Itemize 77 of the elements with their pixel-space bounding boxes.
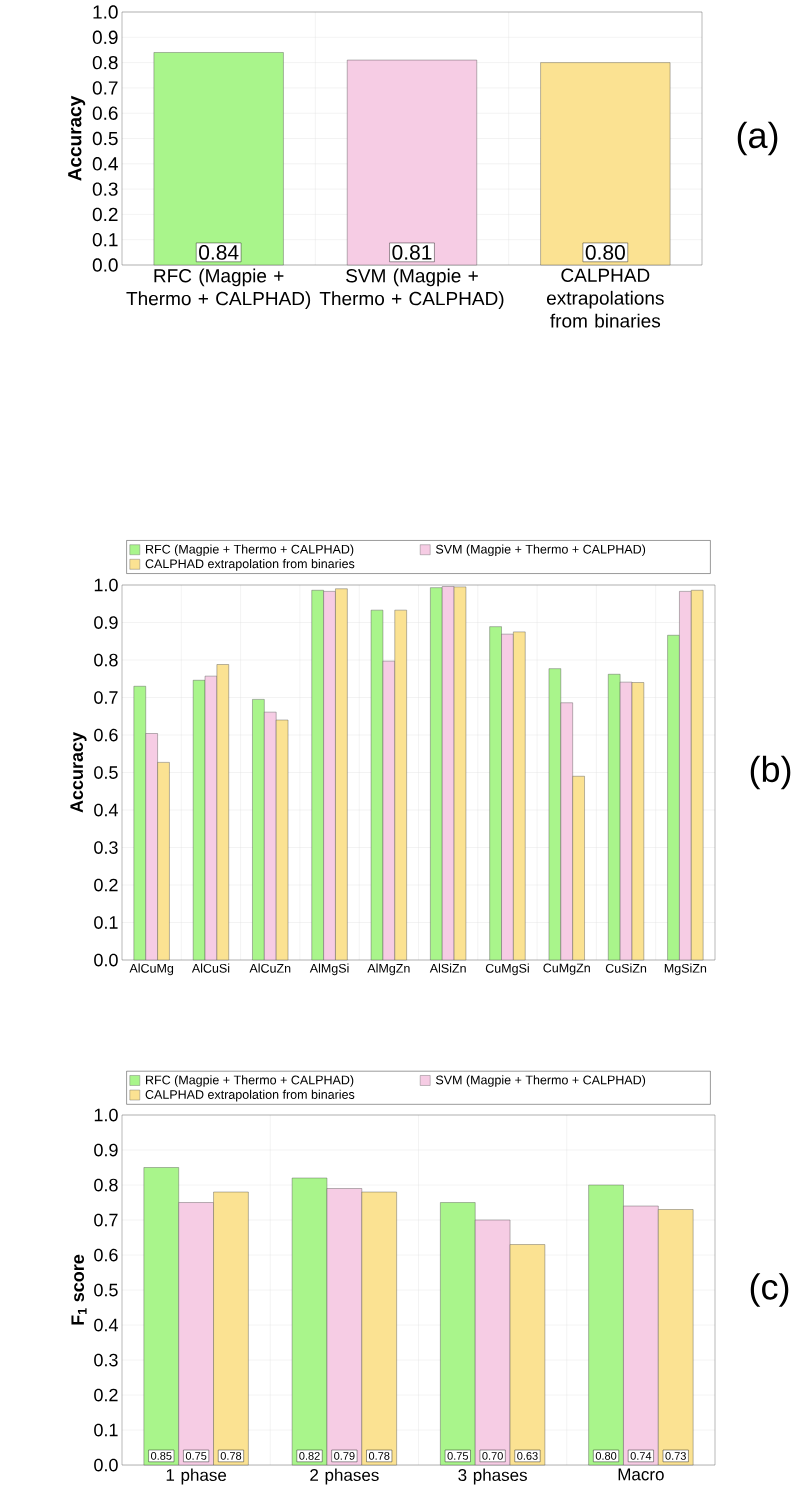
data-label: 0.70 [482, 1452, 503, 1460]
y-tick-label: 0.7 [94, 691, 118, 704]
data-label: 0.63 [517, 1452, 538, 1460]
y-tick-label: 0.0 [94, 953, 118, 967]
data-label: 0.74 [630, 1452, 652, 1460]
data-label: 0.81 [392, 244, 432, 260]
y-tick-label: 0.8 [94, 1178, 118, 1192]
x-tick-label: RFC (Magpie + Thermo + CALPHAD) [126, 268, 311, 310]
x-tick-label: SVM (Magpie + Thermo + CALPHAD) [319, 268, 504, 310]
y-tick-label: 0.0 [94, 1458, 118, 1472]
y-tick-label: 0.6 [94, 1248, 118, 1262]
y-tick-label: 0.1 [94, 916, 118, 929]
y-tick-label: 0.2 [94, 878, 118, 892]
x-tick-label: Macro [618, 1468, 664, 1481]
legend-label: CALPHAD extrapolation from binaries [145, 559, 355, 571]
x-tick-label: MgSiZn [664, 963, 707, 976]
y-tick-label: 0.6 [92, 106, 118, 120]
y-tick-label: 0.5 [94, 1283, 118, 1297]
y-tick-label: 0.2 [94, 1388, 118, 1402]
data-label: 0.82 [299, 1452, 320, 1460]
data-label: 0.85 [151, 1452, 172, 1460]
y-tick-label: 0.7 [94, 1213, 118, 1227]
legend-label: SVM (Magpie + Thermo + CALPHAD) [435, 544, 646, 557]
y-tick-label: 0.3 [92, 182, 118, 196]
data-label: 0.79 [334, 1452, 355, 1460]
x-tick-label: 1 phase [166, 1468, 227, 1485]
y-tick-label: 0.4 [92, 157, 118, 171]
y-tick-label: 0.3 [94, 1353, 118, 1367]
data-label: 0.84 [199, 244, 239, 260]
legend-label: RFC (Magpie + Thermo + CALPHAD) [146, 544, 354, 557]
y-tick-label: 0.9 [94, 1143, 118, 1157]
y-axis-title: Accuracy [68, 95, 86, 181]
legend-label: SVM (Magpie + Thermo + CALPHAD) [435, 1075, 646, 1087]
data-label: 0.75 [185, 1452, 207, 1460]
y-axis-title: F$_{1}$ score [71, 1254, 87, 1325]
data-label: 0.73 [665, 1452, 686, 1460]
data-label: 0.78 [220, 1452, 242, 1460]
text: (b) [750, 755, 791, 790]
y-tick-label: 0.7 [92, 81, 118, 95]
y-tick-label: 1.0 [93, 5, 118, 19]
y-tick-label: 0.4 [94, 803, 118, 817]
x-tick-label: CuMgZn [543, 963, 590, 975]
legend-label: RFC (Magpie + Thermo + CALPHAD) [146, 1075, 354, 1087]
y-tick-label: 0.4 [94, 1318, 118, 1332]
data-label: 0.75 [447, 1452, 469, 1460]
y-tick-label: 1.0 [94, 578, 118, 592]
y-tick-label: 0.2 [92, 207, 118, 222]
text: (c) [750, 1273, 789, 1307]
y-tick-label: 0.9 [94, 616, 118, 629]
x-tick-label: CuMgSi [485, 963, 529, 976]
data-label: 0.78 [368, 1452, 390, 1460]
x-tick-label: AlMgSi [309, 963, 349, 976]
text: (a) [737, 121, 778, 156]
x-tick-label: AlCuSi [191, 963, 230, 973]
data-label: 0.80 [595, 1452, 617, 1460]
x-tick-label: AlMgZn [367, 963, 410, 976]
data-label: 0.80 [585, 244, 625, 260]
y-tick-label: 0.9 [92, 30, 118, 45]
y-tick-label: 0.1 [94, 1423, 118, 1437]
y-tick-label: 1.0 [94, 1108, 118, 1122]
y-tick-label: 0.8 [94, 653, 118, 667]
y-tick-label: 0.6 [94, 728, 118, 742]
x-tick-label: AlCuMg [129, 963, 174, 976]
x-tick-label: CuSiZn [605, 963, 647, 973]
y-tick-label: 0.1 [92, 232, 118, 247]
y-tick-label: 0.0 [92, 258, 118, 272]
y-tick-label: 0.5 [92, 131, 118, 146]
y-tick-label: 0.5 [94, 766, 118, 779]
x-tick-label: CALPHAD extrapolations from binaries [546, 268, 664, 328]
y-axis-title: Accuracy [70, 732, 87, 813]
x-tick-label: AlSiZn [429, 963, 466, 973]
x-tick-label: AlCuZn [249, 963, 291, 973]
x-tick-label: 3 phases [458, 1468, 527, 1485]
y-tick-label: 0.3 [94, 841, 118, 854]
x-tick-label: 2 phases [310, 1468, 379, 1485]
legend-label: CALPHAD extrapolation from binaries [145, 1089, 355, 1102]
y-tick-label: 0.8 [92, 55, 118, 70]
